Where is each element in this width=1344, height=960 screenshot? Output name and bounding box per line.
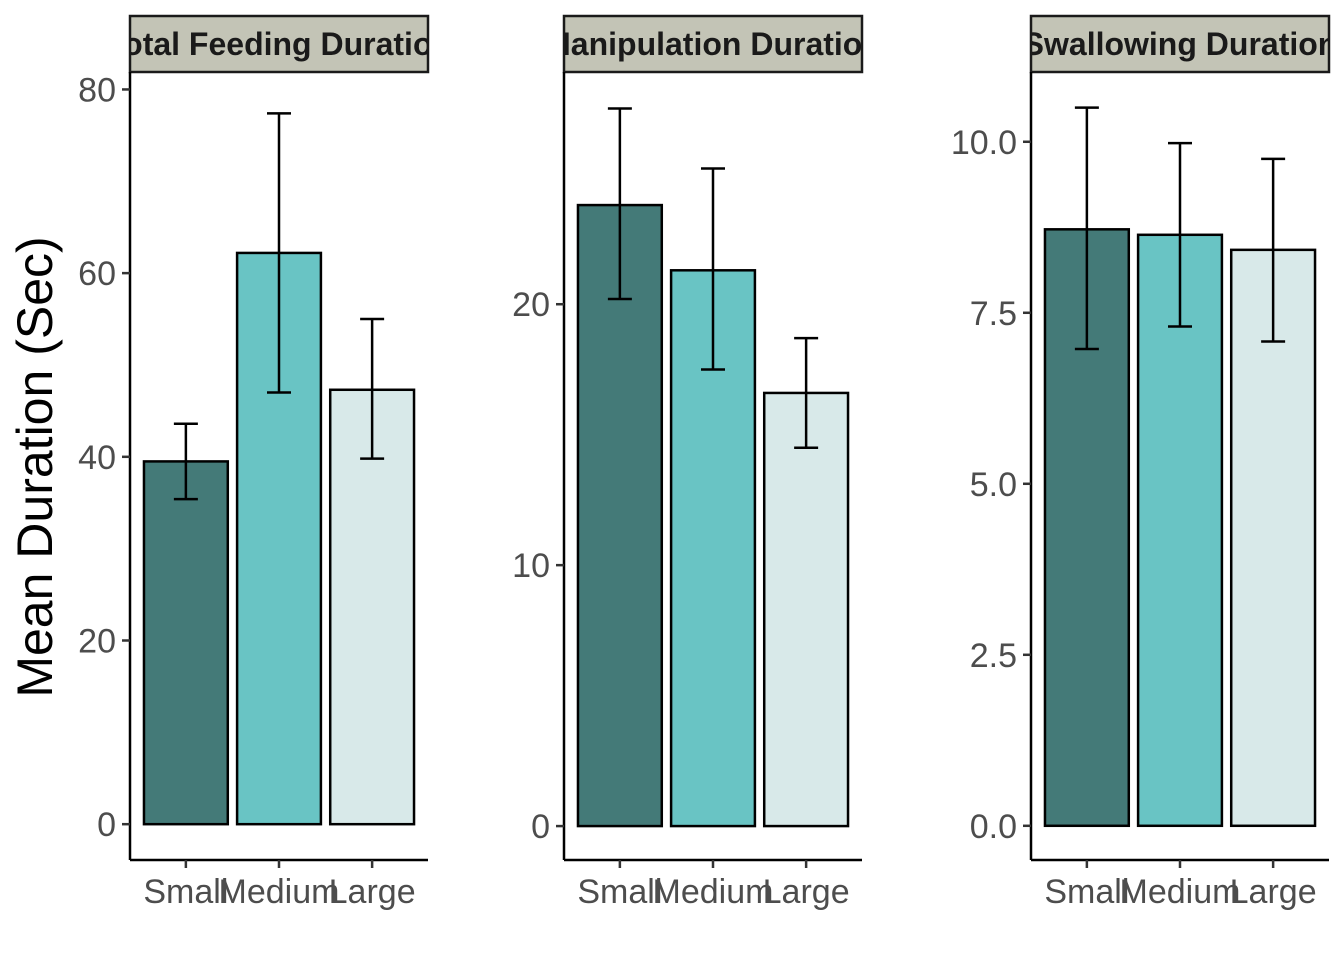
panel-2: Manipulation Duration 0 10 20 SmallMediumLar… [512, 14, 882, 911]
bar-small [142, 460, 230, 826]
bar-large [762, 391, 850, 828]
x-tick-label: Large [1230, 873, 1317, 911]
panel-3: Swallowing Duration 0.0 2.5 5.0 7.5 10.0 Small… [951, 14, 1338, 911]
x-tick-label: Medium [219, 873, 340, 911]
panel-1: Total Feeding Duration 0 20 40 60 80 SmallMedi… [78, 14, 452, 911]
x-tick-label: Small [577, 873, 662, 911]
y-tick-label: 2.5 [970, 637, 1017, 675]
y-tick-label: 0 [97, 806, 116, 844]
y-axis-title: Mean Duration (Sec) [7, 236, 63, 697]
x-tick-label: Medium [1120, 873, 1241, 911]
bar-small [576, 203, 664, 828]
y-tick-label: 7.5 [970, 295, 1017, 333]
panel-strip [1029, 14, 1331, 74]
y-tick-label: 0 [531, 808, 550, 846]
x-tick-label: Medium [653, 873, 774, 911]
panel-strip [562, 14, 864, 74]
panel-title: Swallowing Duration [1023, 26, 1338, 62]
y-tick-label: 80 [78, 71, 116, 109]
y-tick-label: 40 [78, 439, 116, 477]
y-tick-label: 0.0 [970, 808, 1017, 846]
y-tick-label: 5.0 [970, 466, 1017, 504]
y-tick-label: 60 [78, 255, 116, 293]
panel-strip [128, 14, 430, 74]
y-tick-label: 20 [78, 622, 116, 660]
x-tick-label: Large [763, 873, 850, 911]
y-tick-label: 10.0 [951, 124, 1017, 162]
y-tick-label: 10 [512, 547, 550, 585]
bar-large [1229, 248, 1317, 828]
panel-title: Total Feeding Duration [106, 26, 452, 62]
x-tick-label: Small [1044, 873, 1129, 911]
x-tick-label: Large [329, 873, 416, 911]
x-tick-label: Small [143, 873, 228, 911]
y-tick-label: 20 [512, 286, 550, 324]
panel-title: Manipulation Duration [544, 26, 882, 62]
